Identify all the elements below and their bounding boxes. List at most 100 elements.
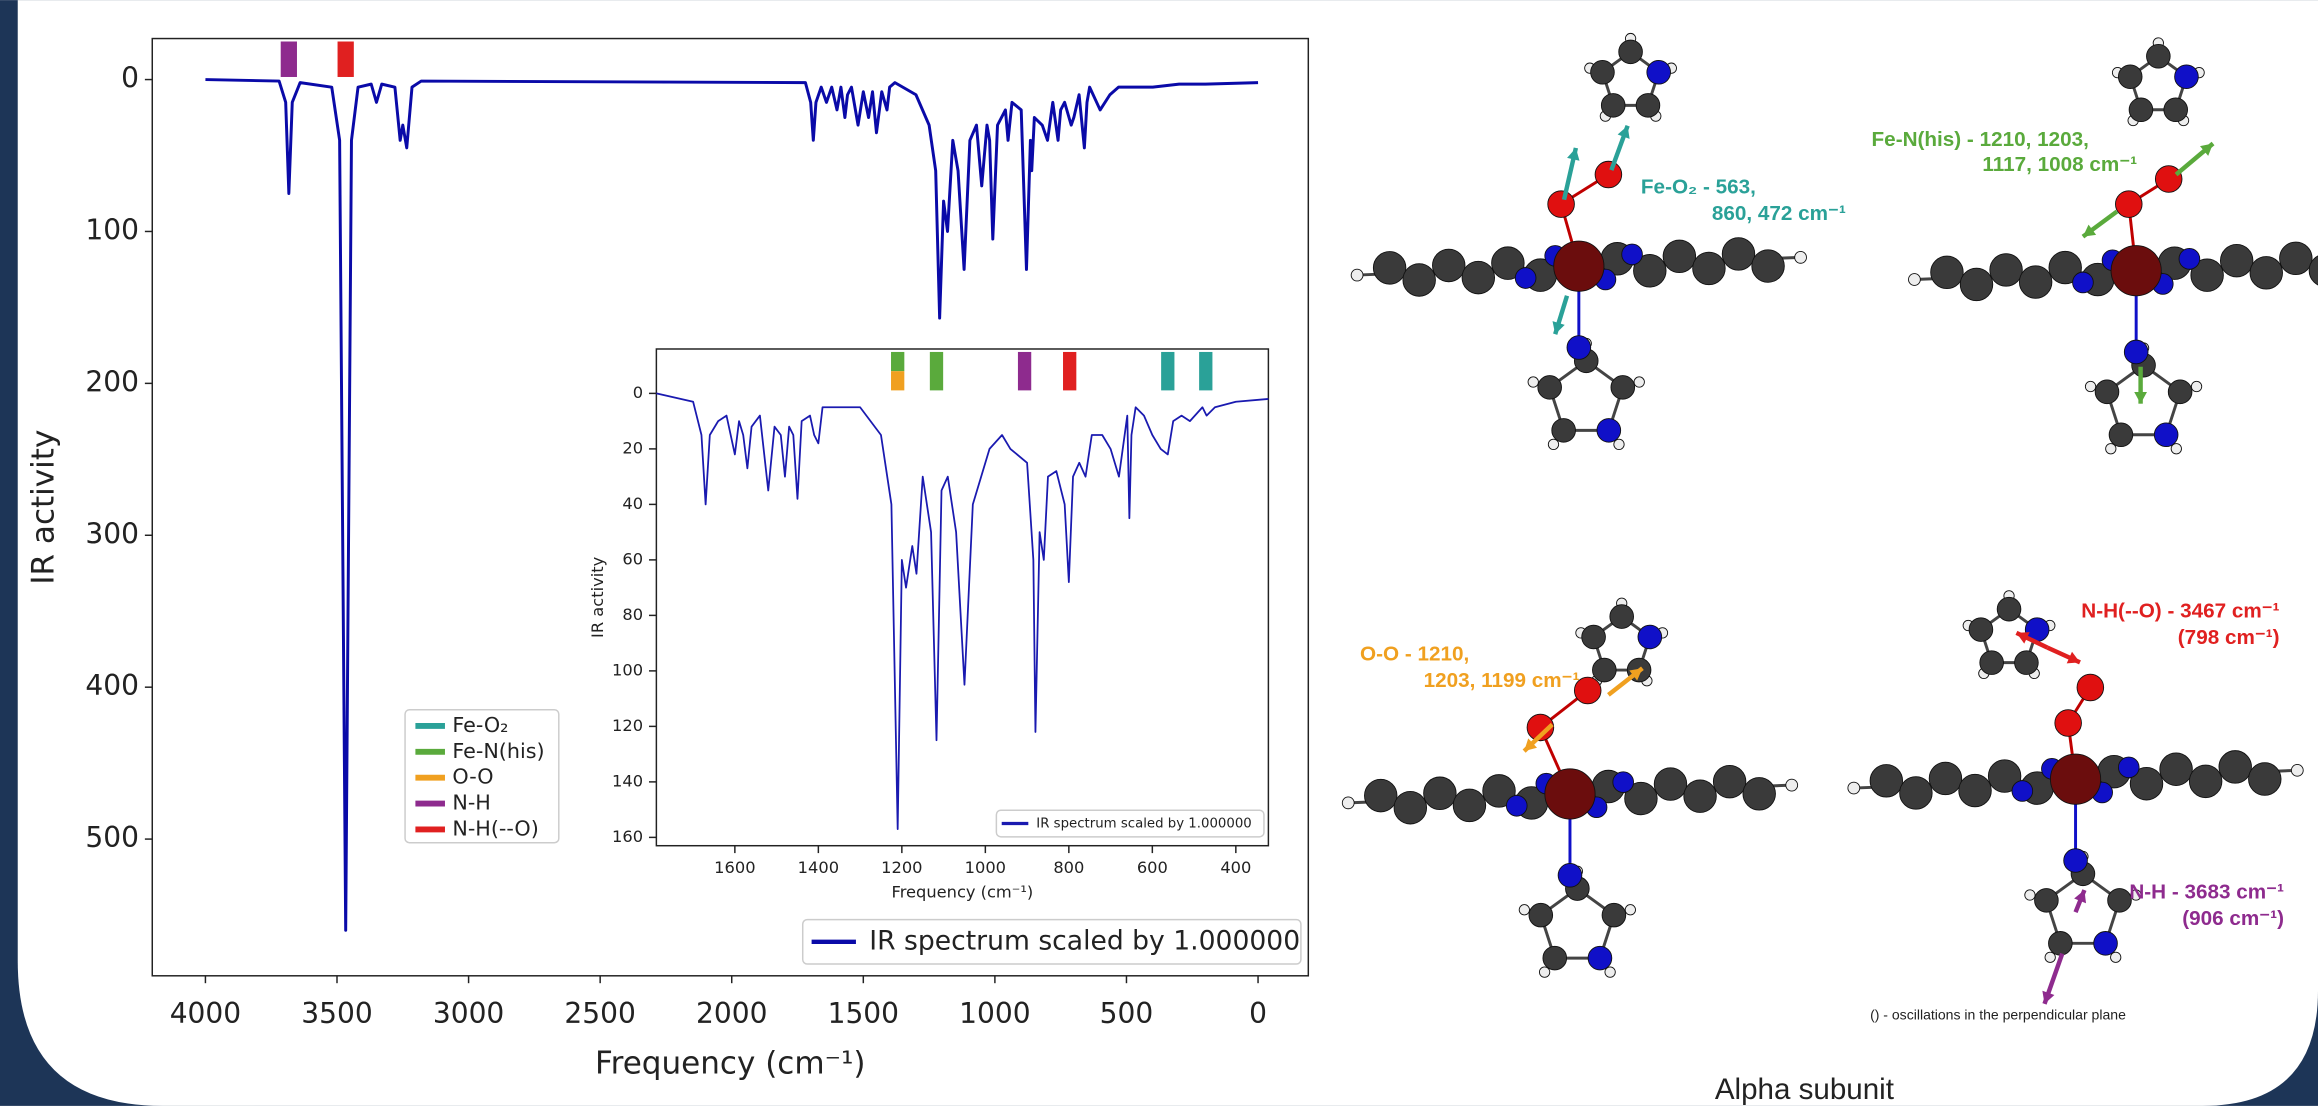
atom	[2191, 381, 2201, 391]
atom	[1548, 191, 1575, 218]
atom	[1558, 863, 1582, 887]
atom	[2115, 191, 2142, 218]
atom	[1394, 791, 1427, 824]
x-tick-label: 2500	[564, 997, 635, 1030]
atom	[2219, 751, 2252, 784]
y-tick-label: 500	[85, 821, 139, 854]
atom	[1601, 94, 1625, 118]
atom	[1722, 238, 1755, 271]
atom	[1403, 264, 1436, 297]
atom	[1959, 774, 1992, 807]
marker-legend-label: N-H(--O)	[452, 816, 538, 840]
atom	[1713, 765, 1746, 798]
x-tick-label: 1000	[959, 997, 1030, 1030]
atom	[2095, 380, 2119, 404]
atom	[1529, 903, 1553, 927]
atom	[1552, 419, 1576, 443]
x-tick-label: 3500	[301, 997, 372, 1030]
y-tick-label: 80	[622, 605, 643, 624]
atom	[1582, 625, 1606, 649]
atom	[2108, 889, 2132, 913]
atom	[2250, 257, 2283, 290]
atom	[2118, 65, 2142, 89]
atom	[1990, 254, 2023, 287]
atom	[1654, 768, 1687, 801]
band-marker	[1161, 352, 1174, 390]
marker-legend-label: Fe-N(his)	[452, 739, 544, 763]
footnote: () - oscillations in the perpendicular p…	[1870, 1006, 2126, 1022]
atom	[1364, 779, 1397, 812]
y-axis-label: IR activity	[588, 556, 607, 638]
atom	[1638, 625, 1662, 649]
atom	[1342, 797, 1354, 809]
x-tick-label: 1000	[965, 858, 1006, 877]
x-tick-label: 400	[1220, 858, 1251, 877]
atom	[1625, 905, 1635, 915]
x-axis-label: Frequency (cm⁻¹)	[595, 1045, 866, 1081]
atom	[2249, 763, 2282, 796]
atom	[1647, 60, 1671, 84]
atom	[1909, 274, 1921, 286]
atom	[2129, 98, 2153, 122]
atom	[1870, 765, 1903, 798]
page: Alpha subunit () - oscillations in the p…	[0, 0, 2318, 1106]
annotation: (906 cm⁻¹)	[2182, 907, 2284, 930]
atom	[2124, 340, 2148, 364]
x-tick-label: 0	[1249, 997, 1267, 1030]
marker-legend-label: Fe-O₂	[452, 713, 508, 737]
atom	[1506, 795, 1527, 816]
annotation: 860, 472 cm⁻¹	[1712, 202, 1846, 225]
atom	[2073, 272, 2094, 293]
atom	[1786, 779, 1798, 791]
annotation: 1117, 1008 cm⁻¹	[1982, 153, 2137, 176]
x-tick-label: 800	[1053, 858, 1084, 877]
atom	[1634, 377, 1644, 387]
band-marker	[930, 352, 943, 390]
band-marker	[338, 42, 354, 77]
y-tick-label: 60	[622, 549, 643, 568]
annotation: N-H - 3683 cm⁻¹	[2129, 880, 2284, 903]
atom	[1619, 40, 1643, 64]
atom	[1929, 762, 1962, 795]
band-marker	[891, 352, 904, 371]
atom	[1591, 60, 1615, 84]
atom	[2077, 674, 2104, 701]
atom	[2160, 753, 2193, 786]
band-marker	[281, 42, 297, 77]
y-tick-label: 400	[85, 669, 139, 702]
atom	[2189, 765, 2222, 798]
atom	[1593, 658, 1617, 682]
atom	[2118, 757, 2139, 778]
atom	[2168, 380, 2192, 404]
atom	[2155, 166, 2182, 193]
atom	[1602, 903, 1626, 927]
atom	[1900, 777, 1933, 810]
y-tick-label: 40	[622, 494, 643, 513]
atom	[1424, 777, 1457, 810]
band-marker	[1199, 352, 1212, 390]
atom	[1538, 376, 1562, 400]
atom	[2085, 381, 2095, 391]
atom	[1545, 769, 1595, 819]
atom	[1743, 778, 1776, 811]
x-tick-label: 1200	[881, 858, 922, 877]
y-tick-label: 140	[612, 771, 643, 790]
atom	[1515, 268, 1536, 289]
atom	[1588, 946, 1612, 970]
marker-legend-label: N-H	[452, 791, 491, 815]
atom	[2019, 266, 2052, 299]
atom	[1752, 250, 1785, 283]
atom	[1636, 94, 1660, 118]
y-tick-label: 160	[612, 827, 643, 846]
atom	[2179, 248, 2200, 269]
x-tick-label: 1400	[798, 858, 839, 877]
atom	[1462, 261, 1495, 294]
atom	[2147, 44, 2171, 68]
annotation: Fe-N(his) - 1210, 1203,	[1872, 128, 2089, 151]
legend-label: IR spectrum scaled by 1.000000	[1036, 817, 1251, 832]
y-tick-label: 0	[633, 383, 643, 402]
atom	[2012, 781, 2033, 802]
band-marker	[1018, 352, 1031, 390]
y-tick-label: 200	[85, 365, 139, 398]
y-axis-label: IR activity	[25, 430, 61, 585]
